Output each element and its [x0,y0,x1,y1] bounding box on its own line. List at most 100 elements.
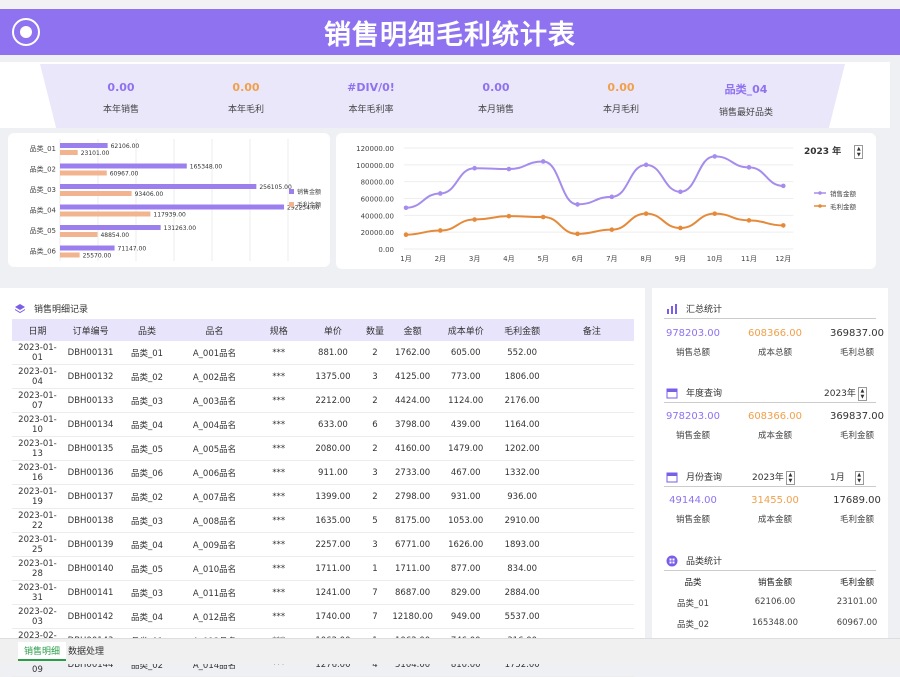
summary-profit-label: 毛利总额 [839,348,874,358]
monthly-month-spinner-icon[interactable]: ▲ ▼ [854,470,864,485]
monthly-labels: 销售金额 成本金额 毛利金额 [652,513,898,525]
kpi-value: 0.00 [232,81,260,94]
table-cell: 3 [361,460,389,485]
column-header: 品名 [175,319,254,341]
yearly-cost-value: 608366.00 [747,411,803,422]
column-header: 金额 [388,319,437,341]
data-point [472,217,477,222]
table-cell [549,388,634,413]
category-col-sales: 销售金额 [757,578,792,588]
table-cell: 4125.00 [388,364,437,389]
table-cell [549,484,634,509]
category-cell: 60967.00 [836,618,878,628]
year-selector-value: 2023 年 [804,147,842,157]
y-tick-label: 120000.00 [356,145,394,153]
monthly-cost-label: 成本金额 [757,515,792,525]
sheet-tab-bar: 销售明细 数据处理 [0,638,900,664]
bar-value-label: 60967.00 [110,171,139,178]
table-cell: DBH00138 [62,508,119,533]
table-row: 2023-01-01 DBH00131 品类_01 A_001品名 *** 881.00 2… [12,341,634,365]
table-cell: 2023-01-16 [12,460,63,485]
calendar-icon [666,472,678,482]
year-spinner-icon[interactable]: ▲ ▼ [854,144,864,159]
data-point [506,213,512,219]
monthly-month-selector[interactable]: 1月 ▲ ▼ [830,470,864,485]
table-cell: *** [253,412,305,437]
table-cell: 5537.00 [494,604,550,629]
table-cell: *** [253,341,305,365]
data-point [438,191,443,196]
data-point [403,205,409,211]
data-point [609,194,615,200]
summary-sales-value: 978203.00 [665,328,721,339]
category-row: 品类_02 165348.00 60967.00 [652,618,898,630]
monthly-year-selector[interactable]: 2023年 ▲ ▼ [752,470,795,485]
summary-title: 汇总统计 [686,305,723,315]
data-point [712,154,717,159]
table-cell: 1893.00 [494,532,550,557]
table-cell: 品类_05 [118,436,176,461]
table-cell: DBH00140 [62,556,119,581]
table-cell: 品类_05 [118,556,176,581]
table-cell: A_005品名 [175,436,254,461]
table-cell: 6 [361,412,389,437]
monthly-year-spinner-icon[interactable]: ▲ ▼ [785,470,795,485]
table-cell: 2080.00 [304,436,362,461]
table-cell: 1635.00 [304,508,362,533]
data-point [678,189,683,195]
column-header: 品类 [118,319,176,341]
table-row: 2023-01-19 DBH00137 品类_02 A_007品名 *** 1399.00… [12,484,634,509]
x-tick-label: 10月 [707,255,723,263]
table-cell: 2023-01-01 [12,341,63,365]
y-tick-label: 80000.00 [361,179,394,187]
bar [60,245,115,251]
table-cell: 2023-02-03 [12,604,63,629]
data-point [609,227,615,232]
bar-value-label: 131263.00 [164,225,197,232]
table-cell: A_009品名 [175,532,254,557]
table-cell: 936.00 [494,484,550,509]
table-cell: 773.00 [436,364,495,389]
bar-value-label: 292234.00 [287,205,320,212]
column-header: 单价 [304,319,362,341]
summary-sales-label: 销售总额 [675,348,710,358]
table-row: 2023-01-07 DBH00133 品类_03 A_003品名 *** 2212.00… [12,388,634,413]
table-cell: *** [253,556,305,581]
layers-icon [14,303,26,313]
table-cell: 品类_02 [118,364,176,389]
table-row: 2023-01-22 DBH00138 品类_03 A_008品名 *** 1635.00… [12,508,634,533]
sheet-tab-sales[interactable]: 销售明细 [18,642,67,661]
x-tick-label: 2月 [435,255,446,263]
table-cell: 2257.00 [304,532,362,557]
table-cell: A_007品名 [175,484,254,509]
bar-value-label: 165348.00 [190,164,223,171]
kpi-strip [40,64,845,128]
category-title: 品类统计 [686,557,723,567]
bar-value-label: 117939.00 [153,212,186,219]
table-cell: *** [253,604,305,629]
yearly-spinner-icon[interactable]: ▲ ▼ [857,386,867,401]
summary-cost-label: 成本总额 [757,348,792,358]
table-cell: A_008品名 [175,508,254,533]
kpi-label: 本年毛利 [227,105,264,115]
table-cell: 4160.00 [388,436,437,461]
yearly-profit-value: 369837.00 [829,411,885,422]
category-cell: 品类_01 [676,599,710,609]
table-cell: 931.00 [436,484,495,509]
yearly-year-selector[interactable]: 2023年 ▲ ▼ [824,386,867,401]
bar [60,163,187,169]
sheet-tab-data[interactable]: 数据处理 [68,647,105,657]
category-tick-label: 品类_05 [30,226,56,235]
yearly-title: 年度查询 [686,389,723,399]
table-cell: 3798.00 [388,412,437,437]
year-selector[interactable]: 2023 年 ▲ ▼ [804,144,864,159]
table-cell: *** [253,436,305,461]
legend-marker [818,191,822,195]
grid-circle-icon [666,555,678,566]
table-cell: 829.00 [436,580,495,605]
column-header: 日期 [12,319,63,341]
legend-swatch [289,189,294,194]
category-tick-label: 品类_02 [30,165,56,174]
monthly-month-value: 1月 [830,473,845,483]
table-cell: 1479.00 [436,436,495,461]
